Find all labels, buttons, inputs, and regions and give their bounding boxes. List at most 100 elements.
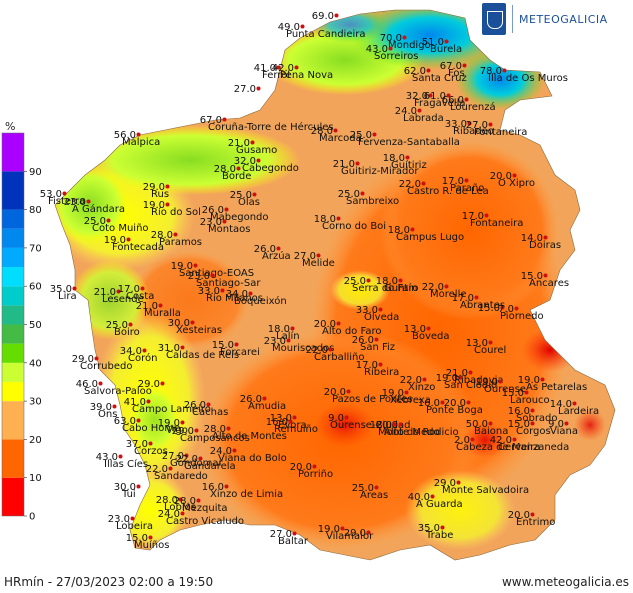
station-marker[interactable]: 27.0: [234, 84, 261, 95]
station-marker[interactable]: 20.0O Xipro: [490, 171, 535, 189]
meteogalicia-logo[interactable]: METEOGALICIA: [482, 3, 608, 35]
station-marker[interactable]: 29.0: [344, 528, 371, 539]
station-marker[interactable]: 69.0: [312, 11, 339, 22]
station-marker[interactable]: 29.0: [138, 379, 165, 390]
station-marker[interactable]: 19.0As Petarelas: [518, 375, 588, 393]
website-link[interactable]: www.meteogalicia.es: [501, 575, 629, 589]
station-marker[interactable]: 20.0: [444, 398, 471, 409]
